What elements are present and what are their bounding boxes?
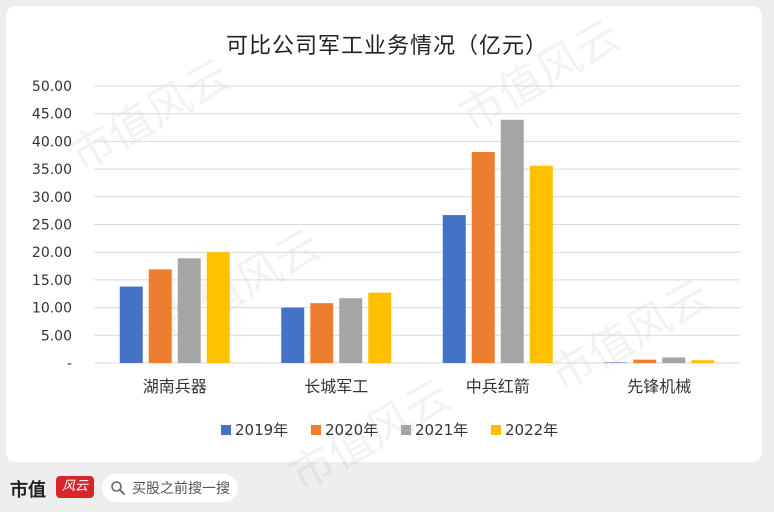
x-tick-label: 湖南兵器 xyxy=(143,377,207,396)
bar xyxy=(368,292,392,363)
bar xyxy=(662,357,686,363)
x-tick-label: 长城军工 xyxy=(304,377,368,396)
bar xyxy=(339,298,363,363)
legend-label: 2020年 xyxy=(325,421,378,439)
legend-label: 2021年 xyxy=(415,421,468,439)
search-placeholder: 买股之前搜一搜 xyxy=(132,481,230,497)
legend-swatch xyxy=(311,425,321,435)
y-tick-label: 5.00 xyxy=(41,328,72,344)
x-tick-label: 先锋机械 xyxy=(627,377,691,396)
legend-label: 2019年 xyxy=(235,421,288,439)
x-tick-label: 中兵红箭 xyxy=(466,377,530,396)
chart-title: 可比公司军工业务情况（亿元） xyxy=(225,34,548,59)
y-tick-label: 45.00 xyxy=(32,107,72,123)
bar xyxy=(471,151,495,363)
y-tick-label: - xyxy=(67,356,72,372)
y-tick-label: 10.00 xyxy=(32,301,72,317)
bar xyxy=(691,360,715,363)
search-bar[interactable]: 买股之前搜一搜 xyxy=(102,474,238,502)
bar xyxy=(119,286,143,363)
bar xyxy=(633,359,657,363)
bar xyxy=(442,215,466,363)
y-tick-label: 20.00 xyxy=(32,245,72,261)
bar xyxy=(529,165,553,363)
y-tick-label: 30.00 xyxy=(32,190,72,206)
legend-label: 2022年 xyxy=(505,421,558,439)
bar xyxy=(500,119,524,363)
y-tick-label: 35.00 xyxy=(32,162,72,178)
y-tick-label: 50.00 xyxy=(32,79,72,95)
bar xyxy=(148,269,172,363)
footer: 市值 风云 买股之前搜一搜 xyxy=(0,466,774,512)
bar xyxy=(310,303,334,363)
bar xyxy=(177,258,201,363)
legend-swatch xyxy=(221,425,231,435)
brand-logo: 风云 xyxy=(56,476,94,498)
search-icon xyxy=(111,481,125,495)
y-tick-label: 25.00 xyxy=(32,218,72,234)
bar xyxy=(206,252,230,363)
brand-name: 市值 xyxy=(10,480,46,501)
y-tick-label: 40.00 xyxy=(32,134,72,150)
y-tick-label: 15.00 xyxy=(32,273,72,289)
bar xyxy=(604,362,628,363)
chart-card xyxy=(6,6,762,462)
legend-swatch xyxy=(491,425,501,435)
bar xyxy=(281,307,305,363)
legend-swatch xyxy=(401,425,411,435)
